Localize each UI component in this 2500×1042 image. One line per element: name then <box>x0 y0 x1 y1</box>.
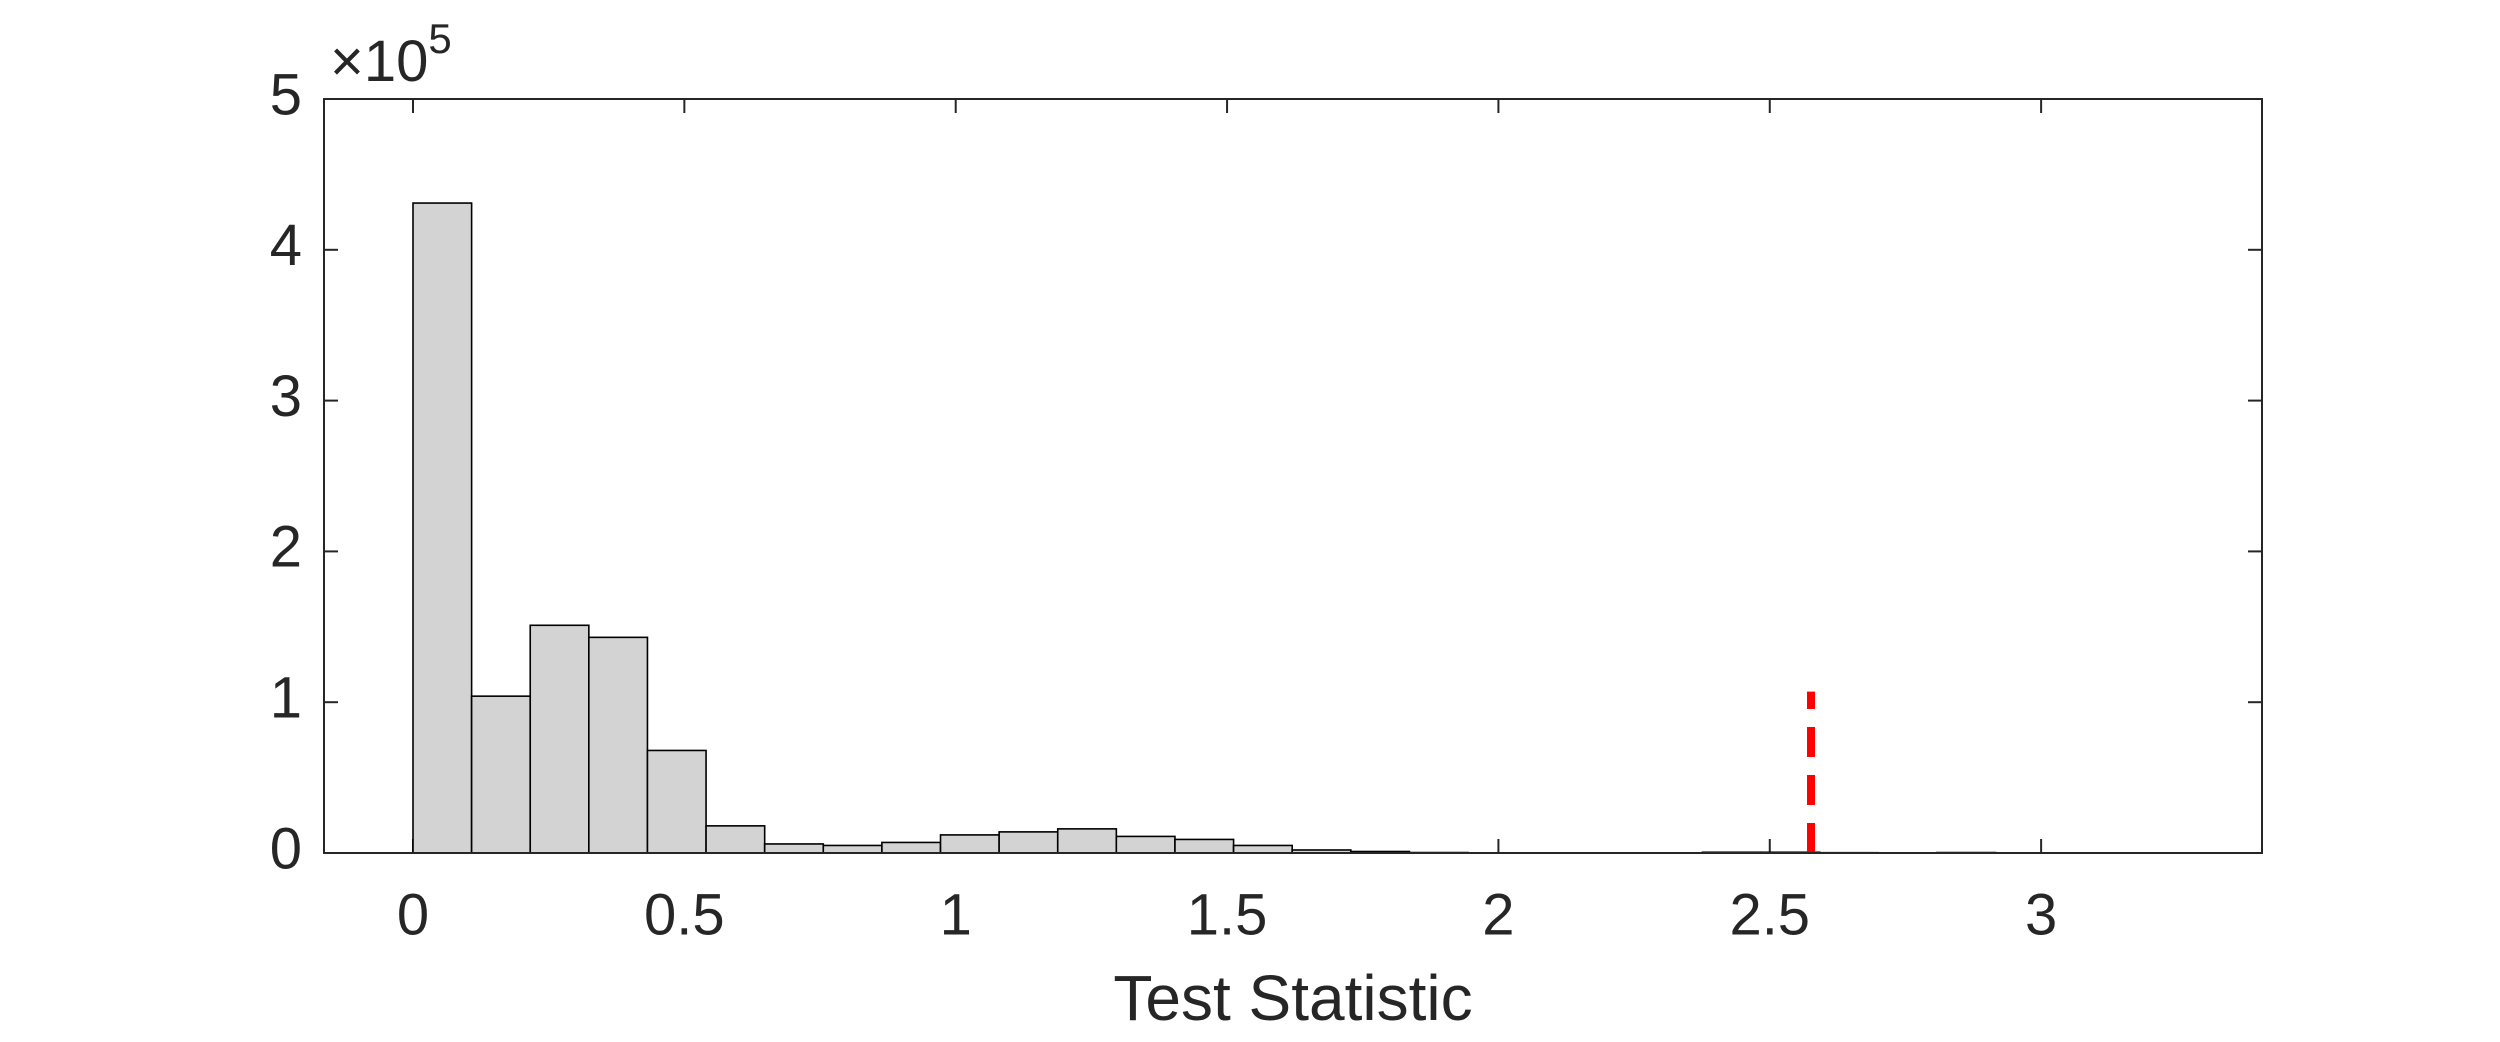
y-tick-label: 1 <box>270 666 302 731</box>
axes-box <box>323 98 2263 854</box>
x-tick-label: 0 <box>397 882 429 947</box>
bar <box>998 831 1059 854</box>
x-tick-label: 1 <box>940 882 972 947</box>
x-tick-label: 0.5 <box>644 882 725 947</box>
bar <box>470 695 532 854</box>
y-tick-label: 5 <box>270 62 302 127</box>
y-tick-label: 0 <box>270 816 302 881</box>
x-axis-label: Test Statistic <box>1113 962 1472 1034</box>
x-tick-label: 2.5 <box>1729 882 1810 947</box>
bar <box>529 624 590 854</box>
bar <box>939 834 1000 854</box>
y-multiplier-base: ×10 <box>330 29 428 94</box>
y-multiplier: ×105 <box>330 15 452 94</box>
bar <box>822 844 883 854</box>
y-tick-label: 4 <box>270 213 302 278</box>
bar <box>1232 844 1293 854</box>
bar <box>881 841 942 854</box>
y-tick-label: 3 <box>270 364 302 429</box>
y-tick-label: 2 <box>270 515 302 580</box>
bar <box>763 843 825 854</box>
bar <box>1056 828 1118 854</box>
bar <box>412 202 473 854</box>
bar <box>1115 835 1176 854</box>
x-tick-label: 1.5 <box>1187 882 1268 947</box>
y-multiplier-exponent: 5 <box>428 15 451 62</box>
bar <box>646 749 707 854</box>
x-tick-label: 2 <box>1482 882 1514 947</box>
bar <box>588 636 649 854</box>
bar <box>705 825 766 854</box>
bar <box>1174 838 1235 854</box>
x-tick-label: 3 <box>2025 882 2057 947</box>
